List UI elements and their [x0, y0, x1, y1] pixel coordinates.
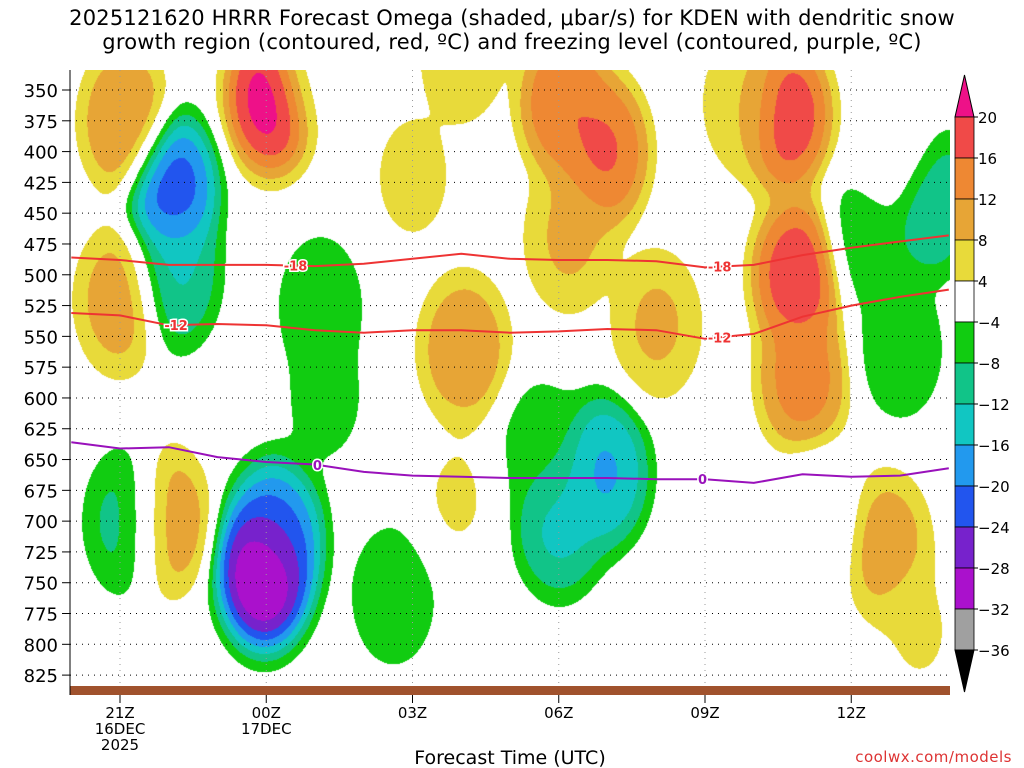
x-tick-label: 00Z — [252, 704, 281, 722]
chart-title: 2025121620 HRRR Forecast Omega (shaded, … — [0, 6, 1024, 54]
colorbar: 20 16 12 8 4 −4 −8 −12 −16 −20 −24 −28 −32 −36 — [954, 74, 1010, 693]
colorbar-label: −16 — [978, 437, 1010, 455]
colorbar-bin — [954, 444, 975, 487]
y-tick-label: 675 — [24, 481, 58, 502]
x-axis-label: Forecast Time (UTC) — [414, 747, 605, 768]
contour-label: -12 — [164, 319, 188, 334]
colorbar-label: −20 — [978, 478, 1010, 496]
y-tick-label: 550 — [24, 327, 58, 348]
colorbar-bin — [954, 157, 975, 200]
y-tick-label: 750 — [24, 574, 58, 595]
colorbar-label: 12 — [978, 191, 997, 209]
colorbar-label: 8 — [978, 232, 988, 250]
colorbar-bin — [954, 567, 975, 610]
y-tick-label: 650 — [24, 451, 58, 472]
colorbar-bin — [954, 116, 975, 159]
colorbar-label: 4 — [978, 273, 988, 291]
colorbar-bin — [954, 239, 975, 282]
temperature-contours: -18 -18 -12 -12 0 0 — [71, 234, 949, 490]
chart-title-line2: growth region (contoured, red, ºC) and f… — [102, 30, 922, 54]
colorbar-label: −12 — [978, 396, 1010, 414]
y-tick-label: 700 — [24, 512, 58, 533]
contour-line — [71, 234, 949, 269]
y-tick-label: 475 — [24, 235, 58, 256]
colorbar-label: −28 — [978, 560, 1010, 578]
y-tick-label: 350 — [24, 81, 58, 102]
y-tick-label: 600 — [24, 389, 58, 410]
omega-shading — [70, 70, 950, 688]
colorbar-bin — [954, 198, 975, 241]
y-tick-label: 400 — [24, 143, 58, 164]
chart-title-line1: 2025121620 HRRR Forecast Omega (shaded, … — [69, 6, 955, 30]
contour-line — [71, 441, 949, 484]
dotted-grid — [70, 70, 950, 688]
colorbar-bin — [954, 403, 975, 446]
colorbar-bin — [954, 485, 975, 528]
credit-link[interactable]: coolwx.com/models — [855, 748, 1012, 766]
colorbar-label: −8 — [978, 355, 1000, 373]
y-tick-label: 625 — [24, 420, 58, 441]
x-tick-label: 09Z — [690, 704, 719, 722]
y-tick-label: 800 — [24, 635, 58, 656]
x-tick-label: 2025 — [101, 736, 139, 754]
colorbar-bin — [954, 526, 975, 569]
colorbar-label: 20 — [978, 109, 997, 127]
colorbar-bin — [954, 280, 975, 323]
contour-line — [71, 288, 949, 340]
x-tick-label: 16DEC — [95, 720, 146, 738]
colorbar-top-arrow — [954, 74, 975, 118]
colorbar-label: −36 — [978, 642, 1010, 660]
x-tick-label: 06Z — [544, 704, 573, 722]
y-tick-label: 375 — [24, 112, 58, 133]
contour-label: 0 — [698, 473, 707, 488]
y-tick-label: 775 — [24, 605, 58, 626]
colorbar-bottom-arrow — [954, 649, 975, 693]
contour-label: -12 — [708, 331, 732, 346]
colorbar-label: −4 — [978, 314, 1000, 332]
y-tick-label: 525 — [24, 297, 58, 318]
colorbar-bin — [954, 321, 975, 364]
y-tick-label: 425 — [24, 173, 58, 194]
colorbar-label: −32 — [978, 601, 1010, 619]
colorbar-bin — [954, 362, 975, 405]
y-tick-label: 500 — [24, 266, 58, 287]
pressure-axis: 350 375 400 425 450 475 500 525 550 575 600 625 650 6… — [24, 81, 70, 687]
colorbar-label: 16 — [978, 150, 997, 168]
y-tick-label: 575 — [24, 358, 58, 379]
y-tick-label: 825 — [24, 666, 58, 687]
x-tick-label: 03Z — [398, 704, 427, 722]
x-tick-label: 12Z — [837, 704, 866, 722]
contour-label: -18 — [708, 261, 732, 276]
x-tick-label: 17DEC — [241, 720, 292, 738]
terrain-ground-bar — [70, 686, 950, 695]
contour-label: -18 — [284, 260, 308, 275]
colorbar-label: −24 — [978, 519, 1010, 537]
y-tick-label: 450 — [24, 204, 58, 225]
y-tick-label: 725 — [24, 543, 58, 564]
contour-label: 0 — [313, 459, 322, 474]
x-tick-label: 21Z — [105, 704, 134, 722]
colorbar-bin — [954, 608, 975, 651]
